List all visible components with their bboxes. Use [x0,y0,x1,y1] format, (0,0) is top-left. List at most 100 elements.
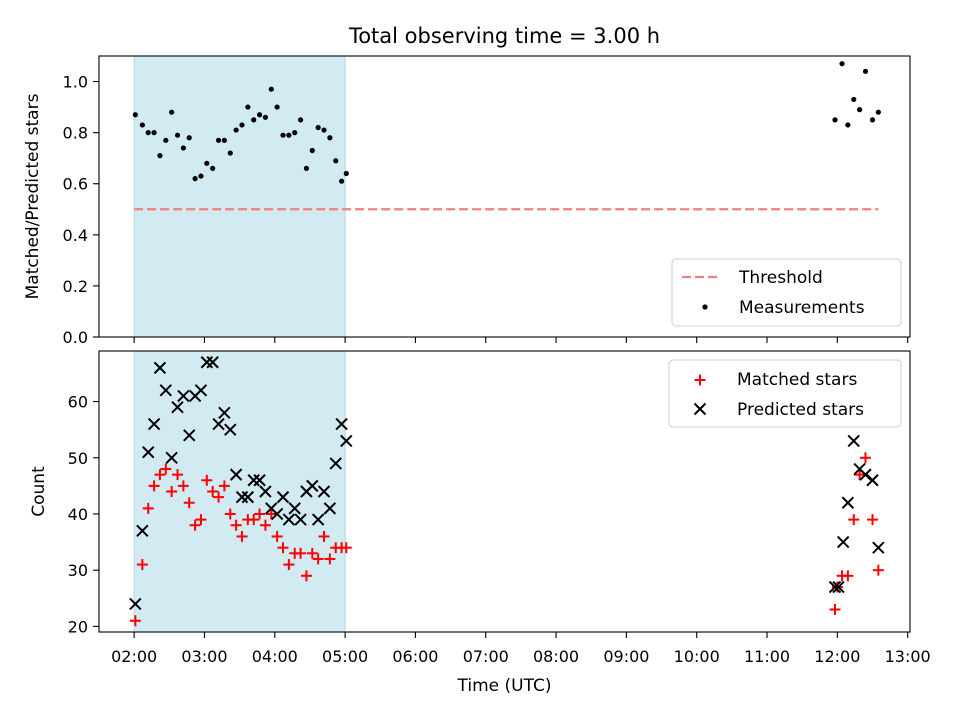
x-marker-b [218,406,231,420]
x-marker-b [224,423,237,436]
x-marker-b [136,524,149,538]
ratio-y-axis-label: Matched/Predicted stars [23,93,43,299]
predicted-star-point [142,445,155,459]
predicted-star-point [294,513,307,526]
measurement-point [274,104,280,110]
predicted-star-point [241,490,255,504]
matched-legend-label: Matched stars [737,370,857,390]
measurement-point [327,135,333,141]
time-x-tick-label: 02:00 [111,647,157,666]
matched-star-point [312,553,324,565]
matched-star-point [829,604,841,616]
time-x-axis-label: Time (UTC) [457,676,552,696]
time-x-tick-label: 13:00 [885,647,931,666]
measurement-point [256,112,263,118]
matched-star-point [848,514,860,526]
matched-star-point [259,519,271,531]
matched-star-point [340,542,352,554]
matched-star-point [318,530,330,542]
observing-window-shade-bottom [133,350,346,633]
x-marker-b [171,400,184,414]
count-y-tick-label: 40 [68,505,88,524]
matched-star-point [306,547,318,559]
predicted-star-point [183,429,196,442]
measurement-point [245,104,251,110]
predicted-star-point [229,468,243,481]
x-marker-b [335,417,348,431]
count-y-tick-label: 50 [68,449,88,468]
measurement-point [262,114,269,120]
measurement-point [221,137,228,143]
x-marker-b [872,541,885,554]
measurement-point [845,122,851,128]
measurement-point [186,135,192,141]
matched-star-point [177,480,189,492]
measurement-point [321,127,327,133]
matched-star-point [254,508,266,520]
x-marker-b [828,580,842,594]
x-marker-b [276,490,290,504]
predicted-star-point [153,361,167,375]
measurement-point [157,153,163,159]
count-y-axis-label: Count [29,466,49,517]
matched-star-point [271,530,283,542]
count-panel: 20 30 40 50 60 02:00 03:00 04:00 05:00 06:00 07:00… [29,350,931,696]
x-marker-b [306,479,319,493]
time-x-tick-label: 11:00 [744,647,790,666]
x-marker-b [147,417,161,431]
time-x-tick-label: 08:00 [533,647,579,666]
measurement-point [869,117,876,123]
x-marker-b [206,356,219,369]
count-panel-frame [98,350,911,633]
measurements-legend-swatch [702,304,708,310]
chart-title: Total observing time = 3.00 h [348,24,660,48]
matched-star-point [189,519,201,531]
matched-star-point [195,514,207,526]
measurement-point [862,68,869,74]
measurement-point [875,109,881,115]
predicted-star-point [235,490,249,504]
predicted-star-point [306,479,319,493]
predicted-star-point [200,356,214,369]
time-x-tick-label: 07:00 [463,647,509,666]
measurement-point [151,130,157,136]
x-marker-b [177,389,190,403]
time-x-tick-label: 06:00 [392,647,438,666]
x-marker-b [294,513,307,526]
measurement-point [132,112,138,118]
predicted-star-point [323,502,337,515]
predicted-star-point [866,474,879,487]
count-legend: Matched stars Predicted stars [668,359,902,428]
predicted-star-point [224,423,237,436]
matched-star-point [142,502,154,514]
ratio-panel: 0.0 0.2 0.4 0.6 0.8 1.0 Total observing time … [23,24,911,347]
predicted-star-point [247,474,260,487]
ratio-y-tick-label: 0.4 [63,226,88,245]
ratio-panel-frame [98,55,911,338]
x-marker-b [847,434,860,448]
matched-star-point [324,553,336,565]
x-marker-b [183,429,196,442]
x-marker-b [165,451,178,464]
x-marker-b [693,402,707,416]
measurement-point [198,173,204,179]
time-x-tick-label: 09:00 [603,647,649,666]
predicted-star-point [828,580,842,594]
x-marker-b [235,490,249,504]
measurement-point [343,170,349,177]
x-marker-b [323,502,337,515]
matched-star-point [148,480,160,492]
time-x-tick-label: 10:00 [674,647,720,666]
ratio-legend-box [671,258,902,327]
x-marker-b [340,434,353,448]
observing-window-shade-top [133,55,346,338]
predicted-star-point [335,417,348,431]
x-marker-b [836,535,850,549]
matched-star-point [842,570,854,582]
predicted-star-point [847,434,860,448]
ratio-y-tick-label: 0.6 [63,175,88,194]
x-marker-b [259,485,272,498]
predicted-star-point [340,434,353,448]
ratio-y-tick-label: 0.8 [63,124,88,143]
